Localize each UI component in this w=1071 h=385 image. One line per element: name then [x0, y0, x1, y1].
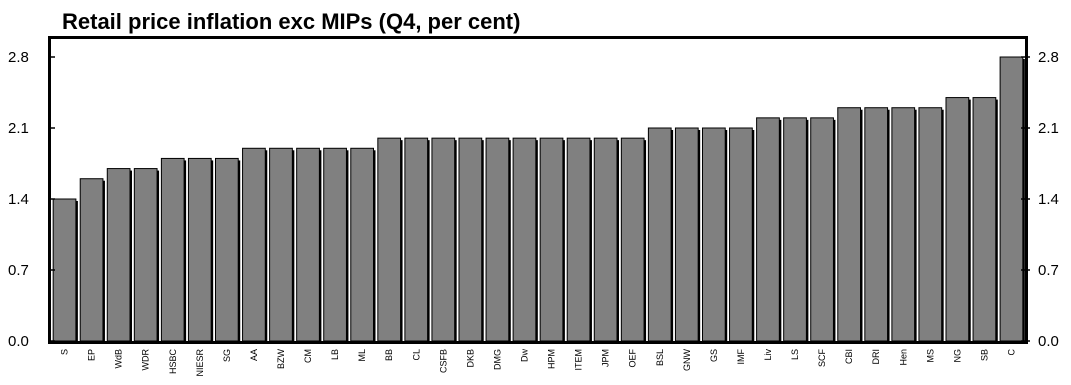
x-tick-label: HPM — [547, 349, 557, 369]
x-tick-label: HSBC — [168, 349, 178, 375]
bar-MS — [918, 107, 943, 342]
bar-SB — [972, 97, 997, 342]
bar-LB — [323, 147, 347, 342]
x-tick-label: DMG — [492, 349, 502, 370]
x-tick-label: NG — [952, 349, 962, 363]
x-tick-label: MS — [925, 349, 935, 363]
bar-Dw — [512, 137, 537, 342]
x-tick-label: Dw — [519, 349, 529, 362]
x-tick-label: LS — [790, 349, 800, 360]
bar-NG — [945, 97, 970, 342]
x-tick-label: CL — [411, 349, 421, 361]
x-tick-label: WDR — [141, 349, 151, 371]
bar-GS — [701, 127, 726, 342]
x-tick-label: WdB — [114, 349, 124, 369]
bar-BSL — [647, 127, 672, 342]
bar-BB — [377, 137, 402, 342]
bar-SCF — [810, 117, 834, 342]
y-axis-left: 0.0 0.7 1.4 2.1 2.8 — [8, 49, 55, 350]
bar-DRI — [864, 107, 889, 342]
x-tick-label: GNW — [682, 349, 692, 372]
bar-ML — [350, 147, 375, 342]
bar-C — [999, 56, 1024, 342]
chart-title: Retail price inflation exc MIPs (Q4, per… — [62, 9, 520, 34]
x-tick-label: BZW — [276, 348, 286, 369]
bar-CBI — [837, 107, 862, 342]
bars-group — [52, 56, 1025, 342]
x-tick-label: C — [1006, 349, 1016, 356]
bar-Liv — [756, 117, 780, 342]
x-tick-label: SB — [979, 349, 989, 361]
x-axis-labels: S EP WdB WDR HSBC NIESR SG AA BZW CM LB ML BB CL CSFB D… — [60, 348, 1017, 376]
y-tick-label-left: 1.4 — [8, 191, 29, 208]
y-tick-label-left: 0.0 — [8, 333, 29, 350]
x-tick-label: NIESR — [195, 349, 205, 377]
x-tick-label: CM — [303, 349, 313, 363]
y-tick-label-left: 2.1 — [8, 120, 29, 137]
bar-JPM — [593, 137, 618, 342]
x-tick-label: IMF — [736, 349, 746, 365]
x-tick-label: CSFB — [438, 349, 448, 373]
x-tick-label: GS — [709, 349, 719, 362]
bar-SG — [214, 157, 239, 342]
bar-HSBC — [160, 157, 185, 342]
x-tick-label: Liv — [763, 349, 773, 361]
y-tick-label-right: 0.7 — [1038, 262, 1059, 279]
x-tick-label: LB — [330, 349, 340, 360]
bar-LS — [783, 117, 807, 342]
x-tick-label: AA — [249, 349, 259, 361]
bar-CM — [296, 147, 320, 342]
y-tick-label-right: 2.8 — [1038, 49, 1059, 66]
bar-Hen — [891, 107, 916, 342]
bar-WdB — [106, 168, 131, 342]
bar-EP — [79, 178, 104, 342]
bar-WDR — [133, 168, 158, 342]
x-tick-label: DKB — [465, 349, 475, 368]
x-tick-label: S — [60, 349, 70, 355]
x-tick-label: JPM — [601, 349, 611, 367]
bar-HPM — [539, 137, 564, 342]
x-tick-label: EP — [87, 349, 97, 361]
x-tick-label: CBI — [844, 349, 854, 364]
x-tick-label: DRI — [871, 349, 881, 365]
x-tick-label: ML — [357, 349, 367, 362]
x-tick-label: ITEM — [574, 349, 584, 371]
y-tick-label-right: 2.1 — [1038, 120, 1059, 137]
plot-frame — [48, 36, 1028, 344]
bar-BZW — [269, 147, 293, 342]
bar-CL — [404, 137, 429, 342]
bar-DKB — [458, 137, 483, 342]
bar-CSFB — [431, 137, 456, 342]
bar-ITEM — [566, 137, 591, 342]
bar-DMG — [485, 137, 510, 342]
bar-GNW — [674, 127, 699, 342]
bar-IMF — [729, 127, 753, 342]
x-tick-label: SG — [222, 349, 232, 362]
x-tick-label: BSL — [655, 349, 665, 366]
bar-AA — [242, 147, 266, 342]
bar-OEF — [620, 137, 645, 342]
bar-NIESR — [187, 157, 212, 342]
y-axis-right: 0.0 0.7 1.4 2.1 2.8 — [1021, 49, 1059, 350]
x-tick-label: BB — [384, 349, 394, 361]
x-tick-label: SCF — [817, 348, 827, 367]
y-tick-label-left: 2.8 — [8, 49, 29, 66]
bar-S — [52, 198, 77, 342]
y-tick-label-left: 0.7 — [8, 262, 29, 279]
x-tick-label: OEF — [628, 349, 638, 368]
y-tick-label-right: 1.4 — [1038, 191, 1059, 208]
y-tick-label-right: 0.0 — [1038, 333, 1059, 350]
x-tick-label: Hen — [898, 349, 908, 366]
